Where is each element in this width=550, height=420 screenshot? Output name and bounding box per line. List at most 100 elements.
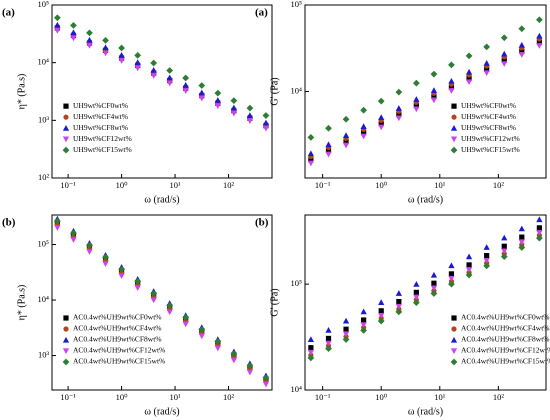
marker: [465, 52, 473, 60]
marker: [325, 335, 332, 342]
marker: [413, 294, 420, 301]
marker: [430, 271, 438, 278]
marker: [342, 142, 350, 149]
marker: [501, 243, 507, 249]
marker: [182, 314, 190, 321]
marker: [86, 43, 93, 49]
marker: [378, 308, 384, 314]
marker: [70, 237, 77, 243]
legend-marker: [451, 326, 457, 332]
marker: [53, 14, 61, 22]
legend-label: AC0.4wt%UH9wt%CF0wt%: [461, 313, 550, 322]
marker: [484, 253, 490, 259]
marker: [150, 290, 158, 297]
marker: [182, 74, 190, 82]
marker: [378, 299, 385, 306]
marker: [53, 217, 61, 225]
marker: [86, 249, 93, 255]
marker: [536, 225, 542, 231]
marker: [466, 262, 472, 268]
marker: [430, 285, 438, 292]
legend-label: AC0.4wt%UH9wt%CF8wt%: [73, 335, 162, 344]
marker: [484, 66, 490, 73]
legend-marker: [63, 315, 69, 321]
marker: [395, 303, 402, 310]
marker: [307, 349, 314, 356]
legend-marker: [63, 103, 69, 109]
y-tick-label: 10⁴: [38, 294, 50, 304]
marker: [118, 58, 125, 64]
marker: [86, 241, 93, 249]
marker: [395, 308, 403, 316]
x-axis-label: ω (rad/s): [408, 406, 443, 417]
marker: [395, 88, 403, 96]
marker: [150, 67, 157, 73]
marker: [395, 290, 402, 296]
marker: [430, 70, 438, 78]
marker: [518, 25, 526, 33]
marker: [430, 87, 438, 93]
legend-marker: [62, 136, 70, 143]
legend-label: AC0.4wt%UH9wt%CF15wt%: [73, 357, 165, 366]
marker: [150, 297, 157, 304]
y-tick-label: 10⁴: [291, 85, 303, 95]
marker: [377, 97, 385, 105]
x-axis-label: ω (rad/s): [144, 406, 179, 417]
marker: [230, 110, 238, 117]
marker: [360, 133, 367, 140]
marker: [246, 362, 254, 370]
y-tick-label: 10³: [38, 114, 50, 124]
legend-marker: [62, 358, 70, 366]
marker: [307, 133, 315, 141]
marker: [519, 48, 525, 54]
marker: [325, 124, 332, 132]
marker: [412, 79, 420, 87]
marker: [448, 280, 455, 288]
marker: [377, 317, 385, 325]
marker: [536, 39, 542, 45]
marker: [412, 299, 420, 307]
marker: [134, 285, 141, 291]
marker: [198, 326, 206, 333]
legend-label: UH9wt%CF0wt%: [73, 101, 128, 110]
marker: [378, 114, 385, 120]
marker: [518, 239, 525, 246]
marker: [465, 267, 473, 273]
x-tick-label: 10¹: [434, 180, 446, 190]
marker: [86, 29, 93, 37]
marker: [483, 244, 490, 250]
marker: [307, 336, 314, 342]
marker: [342, 336, 350, 343]
marker: [413, 96, 420, 102]
marker: [214, 97, 221, 103]
marker: [518, 52, 525, 58]
marker: [518, 225, 525, 232]
marker: [466, 75, 472, 81]
plot-frame: [51, 4, 273, 179]
marker: [448, 77, 455, 84]
legend-label: UH9wt%CF4wt%: [73, 112, 128, 121]
marker: [413, 289, 419, 295]
marker: [361, 130, 367, 136]
marker: [118, 52, 125, 58]
marker: [166, 74, 173, 81]
y-tick-label: 10⁵: [291, 278, 303, 288]
x-tick-label: 10⁰: [375, 180, 388, 190]
y-tick-label: 10³: [38, 350, 50, 360]
marker: [360, 322, 367, 329]
marker: [150, 73, 157, 79]
marker: [396, 299, 402, 305]
marker: [214, 89, 222, 97]
marker: [378, 124, 385, 131]
y-tick-label: 10⁵: [291, 0, 303, 9]
legend-marker: [450, 146, 458, 154]
marker: [360, 326, 368, 334]
marker: [395, 115, 402, 122]
marker: [198, 333, 205, 340]
marker: [378, 313, 385, 319]
marker: [448, 88, 455, 94]
x-axis-label: ω (rad/s): [408, 194, 443, 205]
marker: [343, 326, 349, 332]
marker: [70, 35, 77, 42]
